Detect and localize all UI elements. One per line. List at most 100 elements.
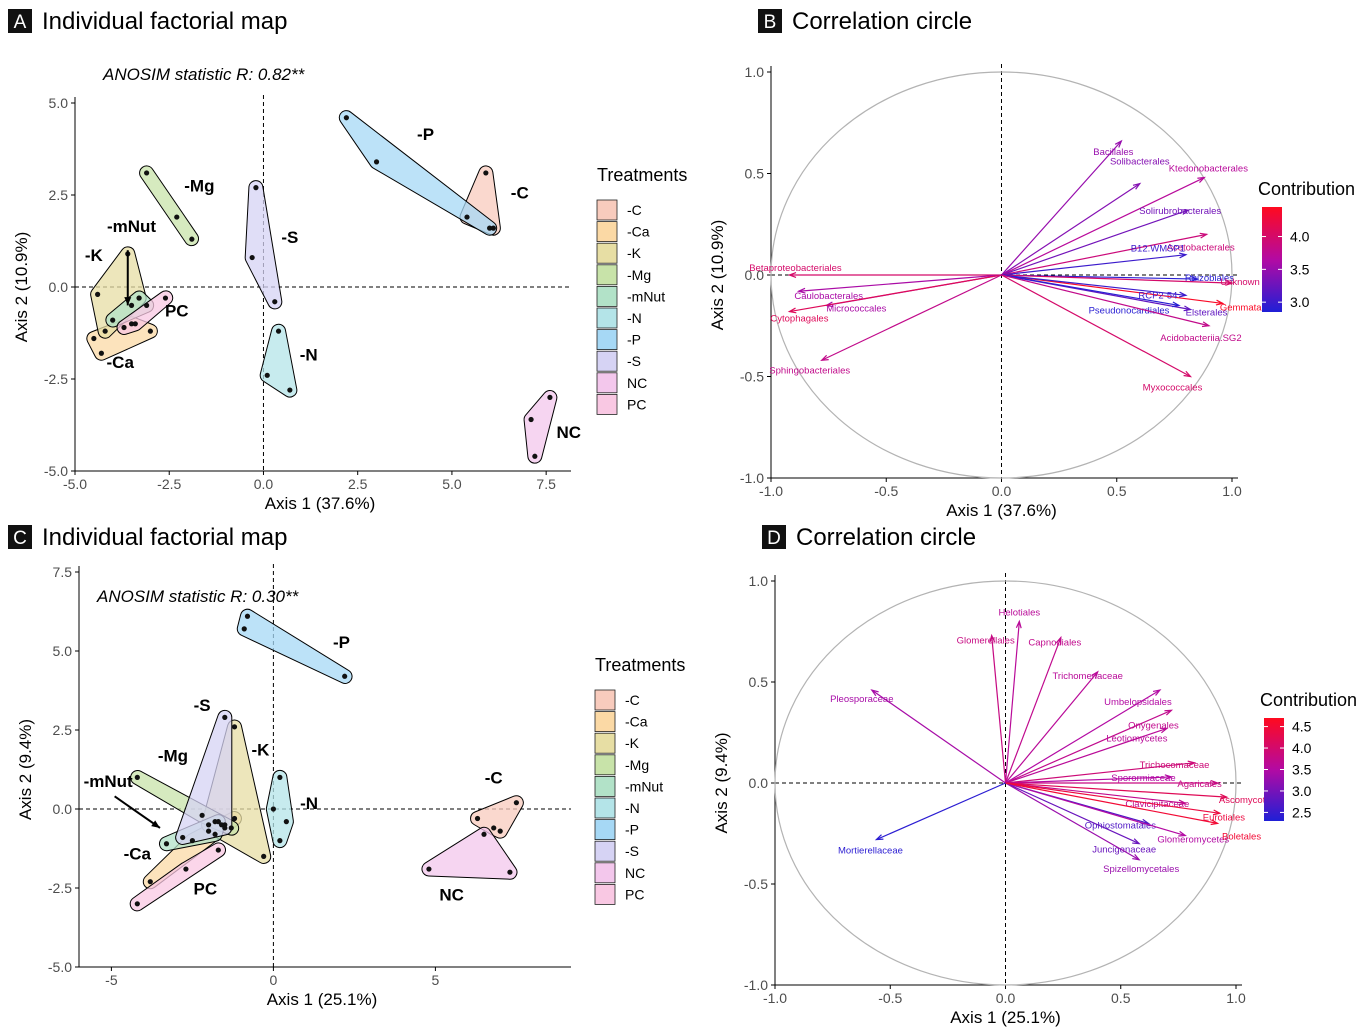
legend-swatch xyxy=(596,307,618,329)
group-hull xyxy=(259,323,298,398)
mnut-arrow: -mNut xyxy=(84,772,161,829)
legend-item-label: PC xyxy=(625,886,644,902)
data-point xyxy=(487,225,493,231)
data-point xyxy=(270,806,276,812)
vector-label: Micrococcales xyxy=(826,303,886,314)
vector-arrowhead xyxy=(1171,301,1181,308)
legend-swatch xyxy=(596,285,618,307)
data-point xyxy=(228,825,234,831)
data-point xyxy=(162,295,169,301)
group-label: -N xyxy=(300,346,318,365)
vector-arrow xyxy=(871,689,1006,784)
vector-arrowhead xyxy=(1181,209,1190,215)
vector-arrowhead xyxy=(1215,299,1225,306)
panel-letter: C xyxy=(13,528,27,549)
vector-arrowhead xyxy=(1114,139,1123,148)
group-label: -K xyxy=(251,740,270,759)
data-point xyxy=(343,115,349,121)
legend-swatch xyxy=(596,242,618,264)
legend-swatch xyxy=(596,329,618,351)
data-point xyxy=(275,328,282,334)
x-tick-label: -1.0 xyxy=(759,483,783,499)
data-point xyxy=(481,831,487,837)
vector-label: Trichomeriaceae xyxy=(1052,671,1122,682)
legend-item-label: -P xyxy=(625,822,639,838)
y-tick-label: 2.5 xyxy=(53,722,73,738)
group-label: -P xyxy=(417,125,434,144)
y-tick-label: 2.5 xyxy=(49,187,69,203)
group-hull xyxy=(139,165,200,247)
x-tick-label: -5 xyxy=(105,972,118,988)
vector-arrowhead xyxy=(1152,689,1162,696)
data-point xyxy=(277,774,283,781)
vector-arrowhead xyxy=(1178,799,1188,806)
group-hull xyxy=(338,110,498,236)
data-point xyxy=(513,800,520,806)
group-label: -C xyxy=(485,769,503,788)
panel-title: Individual factorial map xyxy=(42,8,287,35)
colorbar-tick-label: 3.5 xyxy=(1292,762,1312,778)
vector-label: Betaproteobacteriales xyxy=(749,263,842,274)
legend-item-label: -S xyxy=(625,843,639,859)
legend-swatch xyxy=(594,776,616,797)
group-label: -S xyxy=(194,696,211,715)
legend-swatch xyxy=(596,221,618,243)
group-hull xyxy=(129,842,226,912)
data-point xyxy=(215,847,221,853)
x-axis-label: Axis 1 (37.6%) xyxy=(265,494,376,513)
vector-arrow xyxy=(1001,274,1186,296)
data-point xyxy=(464,214,470,220)
group-label: -K xyxy=(85,246,104,265)
vector-arrowhead xyxy=(1132,182,1142,190)
y-axis-label: Axis 2 (10.9%) xyxy=(12,232,31,343)
y-tick-label: 1.0 xyxy=(745,64,765,80)
group-label: NC xyxy=(556,423,581,442)
vector-arrow xyxy=(821,274,1002,361)
unit-circle xyxy=(770,71,1233,479)
vector-label: Helotiales xyxy=(998,607,1040,618)
axes: -5.0 -2.5 0.0 2.5 5.0 7.5 -5.0 -2.5 0.0 2.5 5.0 Axi… xyxy=(12,95,571,513)
data-point xyxy=(231,815,238,822)
vector-arrowhead xyxy=(1190,275,1200,282)
panel-title: Correlation circle xyxy=(792,8,972,35)
vector-arrow xyxy=(1005,782,1140,861)
group-label: -C xyxy=(511,184,529,203)
legend-item-label: -C xyxy=(627,202,642,218)
x-axis-label: Axis 1 (37.6%) xyxy=(946,501,1057,520)
legend-item-label: -K xyxy=(627,245,642,261)
vector-label: Agaricales xyxy=(1177,779,1222,790)
data-point xyxy=(163,841,170,847)
vector-label: Spizellomycetales xyxy=(1103,864,1179,875)
legend-item-label: -S xyxy=(627,353,641,369)
mnut-arrow: -mNut xyxy=(107,217,156,306)
vector-label: Ascomycota xyxy=(1219,795,1271,806)
vector-arrowhead xyxy=(787,307,797,314)
vector-arrow xyxy=(1005,776,1172,784)
vector-label: Juncigenaceae xyxy=(1092,845,1156,856)
correlation-circle xyxy=(770,71,1233,479)
vector-arrow xyxy=(1005,782,1220,814)
vector-label: Rhizobiales xyxy=(1185,273,1234,284)
vector-arrowhead xyxy=(820,354,829,362)
panel-title: Individual factorial map xyxy=(42,524,287,551)
data-point xyxy=(507,869,513,875)
vector-arrowhead xyxy=(1219,793,1229,800)
data-point xyxy=(183,866,189,872)
x-tick-label: 1.0 xyxy=(1226,990,1246,1006)
legend-swatch xyxy=(594,754,616,776)
vector-label: Pleosporaceae xyxy=(830,694,893,705)
legend-item-label: NC xyxy=(625,865,645,881)
y-tick-label: 0.5 xyxy=(745,166,765,182)
vector-label: Umbelopsidales xyxy=(1104,697,1172,708)
vector-arrowhead xyxy=(1178,252,1188,259)
vector-arrowhead xyxy=(1178,830,1187,837)
vector-label: Eurotiales xyxy=(1203,812,1245,823)
y-tick-label: 0.0 xyxy=(749,775,769,791)
y-tick-label: -0.5 xyxy=(740,369,764,385)
group-hull xyxy=(523,389,558,464)
arrow-head xyxy=(151,820,160,828)
x-tick-label: -2.5 xyxy=(157,476,181,492)
data-point xyxy=(483,170,489,176)
panel-letter: A xyxy=(14,12,27,33)
vector-label: Sphingobacteriales xyxy=(769,365,850,376)
